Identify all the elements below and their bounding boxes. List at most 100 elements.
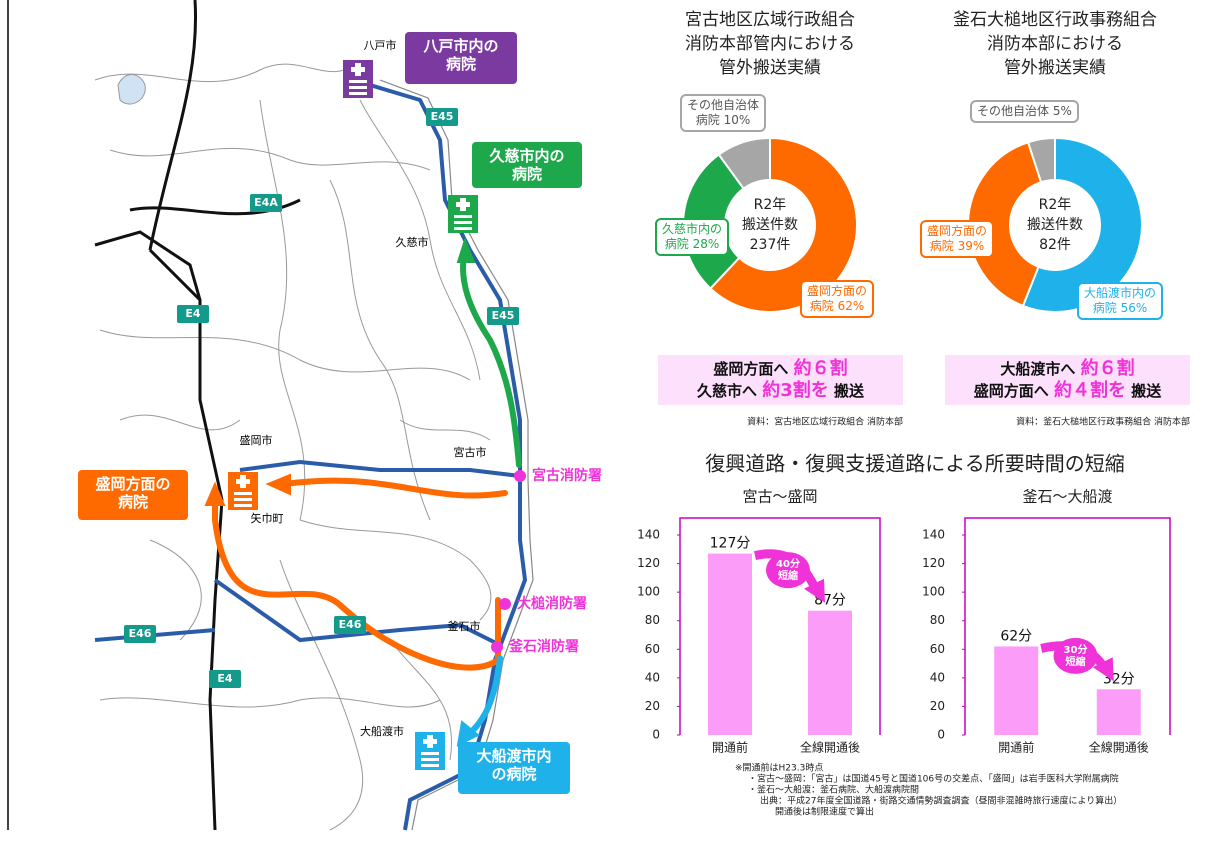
center-text: 搬送件数	[742, 217, 798, 233]
summary-text: 久慈市へ	[697, 381, 763, 400]
center-text: 237件	[750, 237, 791, 253]
city-label: 釜石市	[448, 619, 481, 633]
slice-category: 盛岡方面の 病院	[927, 224, 988, 253]
y-tick-label: 20	[645, 699, 660, 713]
summary-text: 搬送	[1126, 381, 1162, 400]
summary-box: 大船渡市へ 約６割 盛岡方面へ 約４割を 搬送	[945, 355, 1190, 405]
slice-label: その他自治体 5%	[970, 100, 1079, 123]
y-tick-label: 100	[637, 585, 660, 599]
road-label: E4	[185, 307, 201, 320]
city-label: 大船渡市	[360, 724, 404, 738]
note: 出典：平成27年度全国道路・街路交通情勢調査調査（昼間非混雑時旅行速度により算出…	[760, 795, 1122, 807]
city-label: 盛岡市	[240, 433, 273, 447]
note: ※開通前はH23.3時点	[735, 762, 823, 774]
slice-value: 62%	[837, 299, 865, 313]
donut-slice	[717, 136, 771, 190]
center-text: 搬送件数	[1027, 217, 1083, 233]
chart-title: 消防本部における	[987, 34, 1123, 54]
slice-label: 盛岡方面の 病院 39%	[920, 220, 995, 258]
routes	[204, 237, 522, 747]
hospital-callout: 大船渡市内 の病院	[458, 742, 570, 794]
source: 資料：宮古地区広域行政組合 消防本部	[747, 416, 903, 428]
station-label: 大槌消防署	[517, 595, 587, 612]
y-tick-label: 100	[922, 585, 945, 599]
note: ・宮古～盛岡：「宮古」は国道45号と国道106号の交差点、「盛岡」は岩手医科大学…	[748, 773, 1119, 785]
y-tick-label: 60	[645, 642, 660, 656]
donut-slice	[1026, 136, 1056, 184]
road-label: E45	[431, 110, 454, 123]
y-tick-label: 60	[930, 642, 945, 656]
icon-symbol	[349, 63, 367, 95]
road-label: E46	[339, 618, 362, 631]
bar	[808, 610, 852, 735]
annotation: 30分短縮	[1064, 643, 1088, 668]
slice-category: 大船渡市内の 病院	[1084, 286, 1157, 315]
hospital-callout: 八戸市内の 病院	[405, 32, 517, 84]
summary-text: 大船渡市へ	[1000, 360, 1081, 378]
road-label: E46	[129, 627, 152, 640]
annotation: 40分短縮	[776, 557, 800, 582]
summary-text: 約3割を	[762, 379, 829, 401]
y-tick-label: 140	[922, 528, 945, 542]
y-tick-label: 20	[930, 699, 945, 713]
map-background	[94, 59, 492, 831]
city-label: 宮古市	[454, 445, 487, 459]
hospital-callout: 久慈市内の 病院	[472, 142, 582, 188]
center-text: R2年	[1039, 197, 1072, 213]
road-sign	[177, 305, 209, 323]
road-label: E45	[492, 309, 515, 322]
x-tick-label: 開通前	[998, 740, 1034, 755]
annotation-line: 40分	[776, 557, 800, 570]
summary-line: 盛岡方面へ 約６割	[658, 358, 903, 380]
y-tick-label: 140	[637, 528, 660, 542]
slice-label: 久慈市内の 病院 28%	[655, 218, 730, 256]
annotation-line: 短縮	[778, 569, 798, 582]
station-dot	[499, 598, 511, 610]
station-dot	[514, 470, 526, 482]
road-sign	[209, 670, 241, 688]
station-label: 宮古消防署	[532, 467, 602, 484]
summary-text: 盛岡方面へ	[973, 381, 1054, 400]
summary-line: 盛岡方面へ 約４割を 搬送	[945, 380, 1190, 402]
slice-category: その他自治体 病院	[687, 98, 760, 127]
annotation-badge	[766, 552, 810, 589]
annotation-line: 短縮	[1066, 655, 1086, 668]
summary-text: 約６割	[793, 358, 848, 379]
slice-value: 5%	[1052, 104, 1072, 118]
center-text: R2年	[754, 197, 787, 213]
summary-text: 盛岡方面へ	[713, 360, 794, 378]
slice-label: その他自治体 病院 10%	[680, 94, 767, 132]
slice-category: 盛岡方面の 病院	[807, 284, 868, 313]
chart-title: 管外搬送実績	[719, 58, 821, 78]
annotation-arrowhead	[804, 578, 825, 603]
annotation-badge	[1053, 637, 1098, 674]
note: 開通後は制限速度で算出	[775, 806, 874, 818]
road-sign	[124, 625, 156, 643]
y-tick-label: 120	[922, 556, 945, 570]
y-tick-label: 80	[645, 613, 660, 627]
value-label: 62分	[1000, 628, 1032, 644]
slice-category: その他自治体	[977, 104, 1050, 118]
donut-slice	[1021, 136, 1143, 313]
x-tick-label: 全線開通後	[800, 740, 860, 755]
road-label: E4A	[254, 196, 278, 209]
summary-text: 約４割を	[1054, 379, 1126, 401]
annotation-arrowhead	[1092, 657, 1114, 682]
slice-label: 盛岡方面の 病院 62%	[800, 280, 875, 318]
road-label: E4	[217, 672, 233, 685]
road-sign	[250, 194, 282, 212]
slice-value: 10%	[723, 113, 751, 127]
y-tick-label: 80	[930, 613, 945, 627]
x-tick-label: 開通前	[712, 740, 748, 755]
station-label: 釜石消防署	[508, 638, 579, 655]
slice-value: 28%	[692, 237, 720, 251]
chart-title: 消防本部管内における	[685, 34, 855, 54]
x-tick-label: 全線開通後	[1089, 740, 1149, 755]
donut-slice	[709, 136, 858, 313]
road-sign	[334, 616, 366, 634]
bar	[1096, 689, 1141, 735]
center-text: 82件	[1039, 237, 1071, 253]
slice-value: 56%	[1120, 301, 1148, 315]
station-dot	[491, 641, 503, 653]
y-tick-label: 40	[645, 670, 660, 684]
